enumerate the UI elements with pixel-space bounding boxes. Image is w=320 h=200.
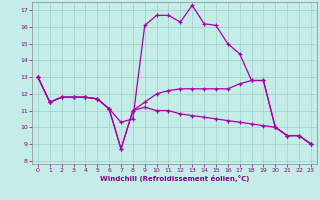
X-axis label: Windchill (Refroidissement éolien,°C): Windchill (Refroidissement éolien,°C): [100, 175, 249, 182]
